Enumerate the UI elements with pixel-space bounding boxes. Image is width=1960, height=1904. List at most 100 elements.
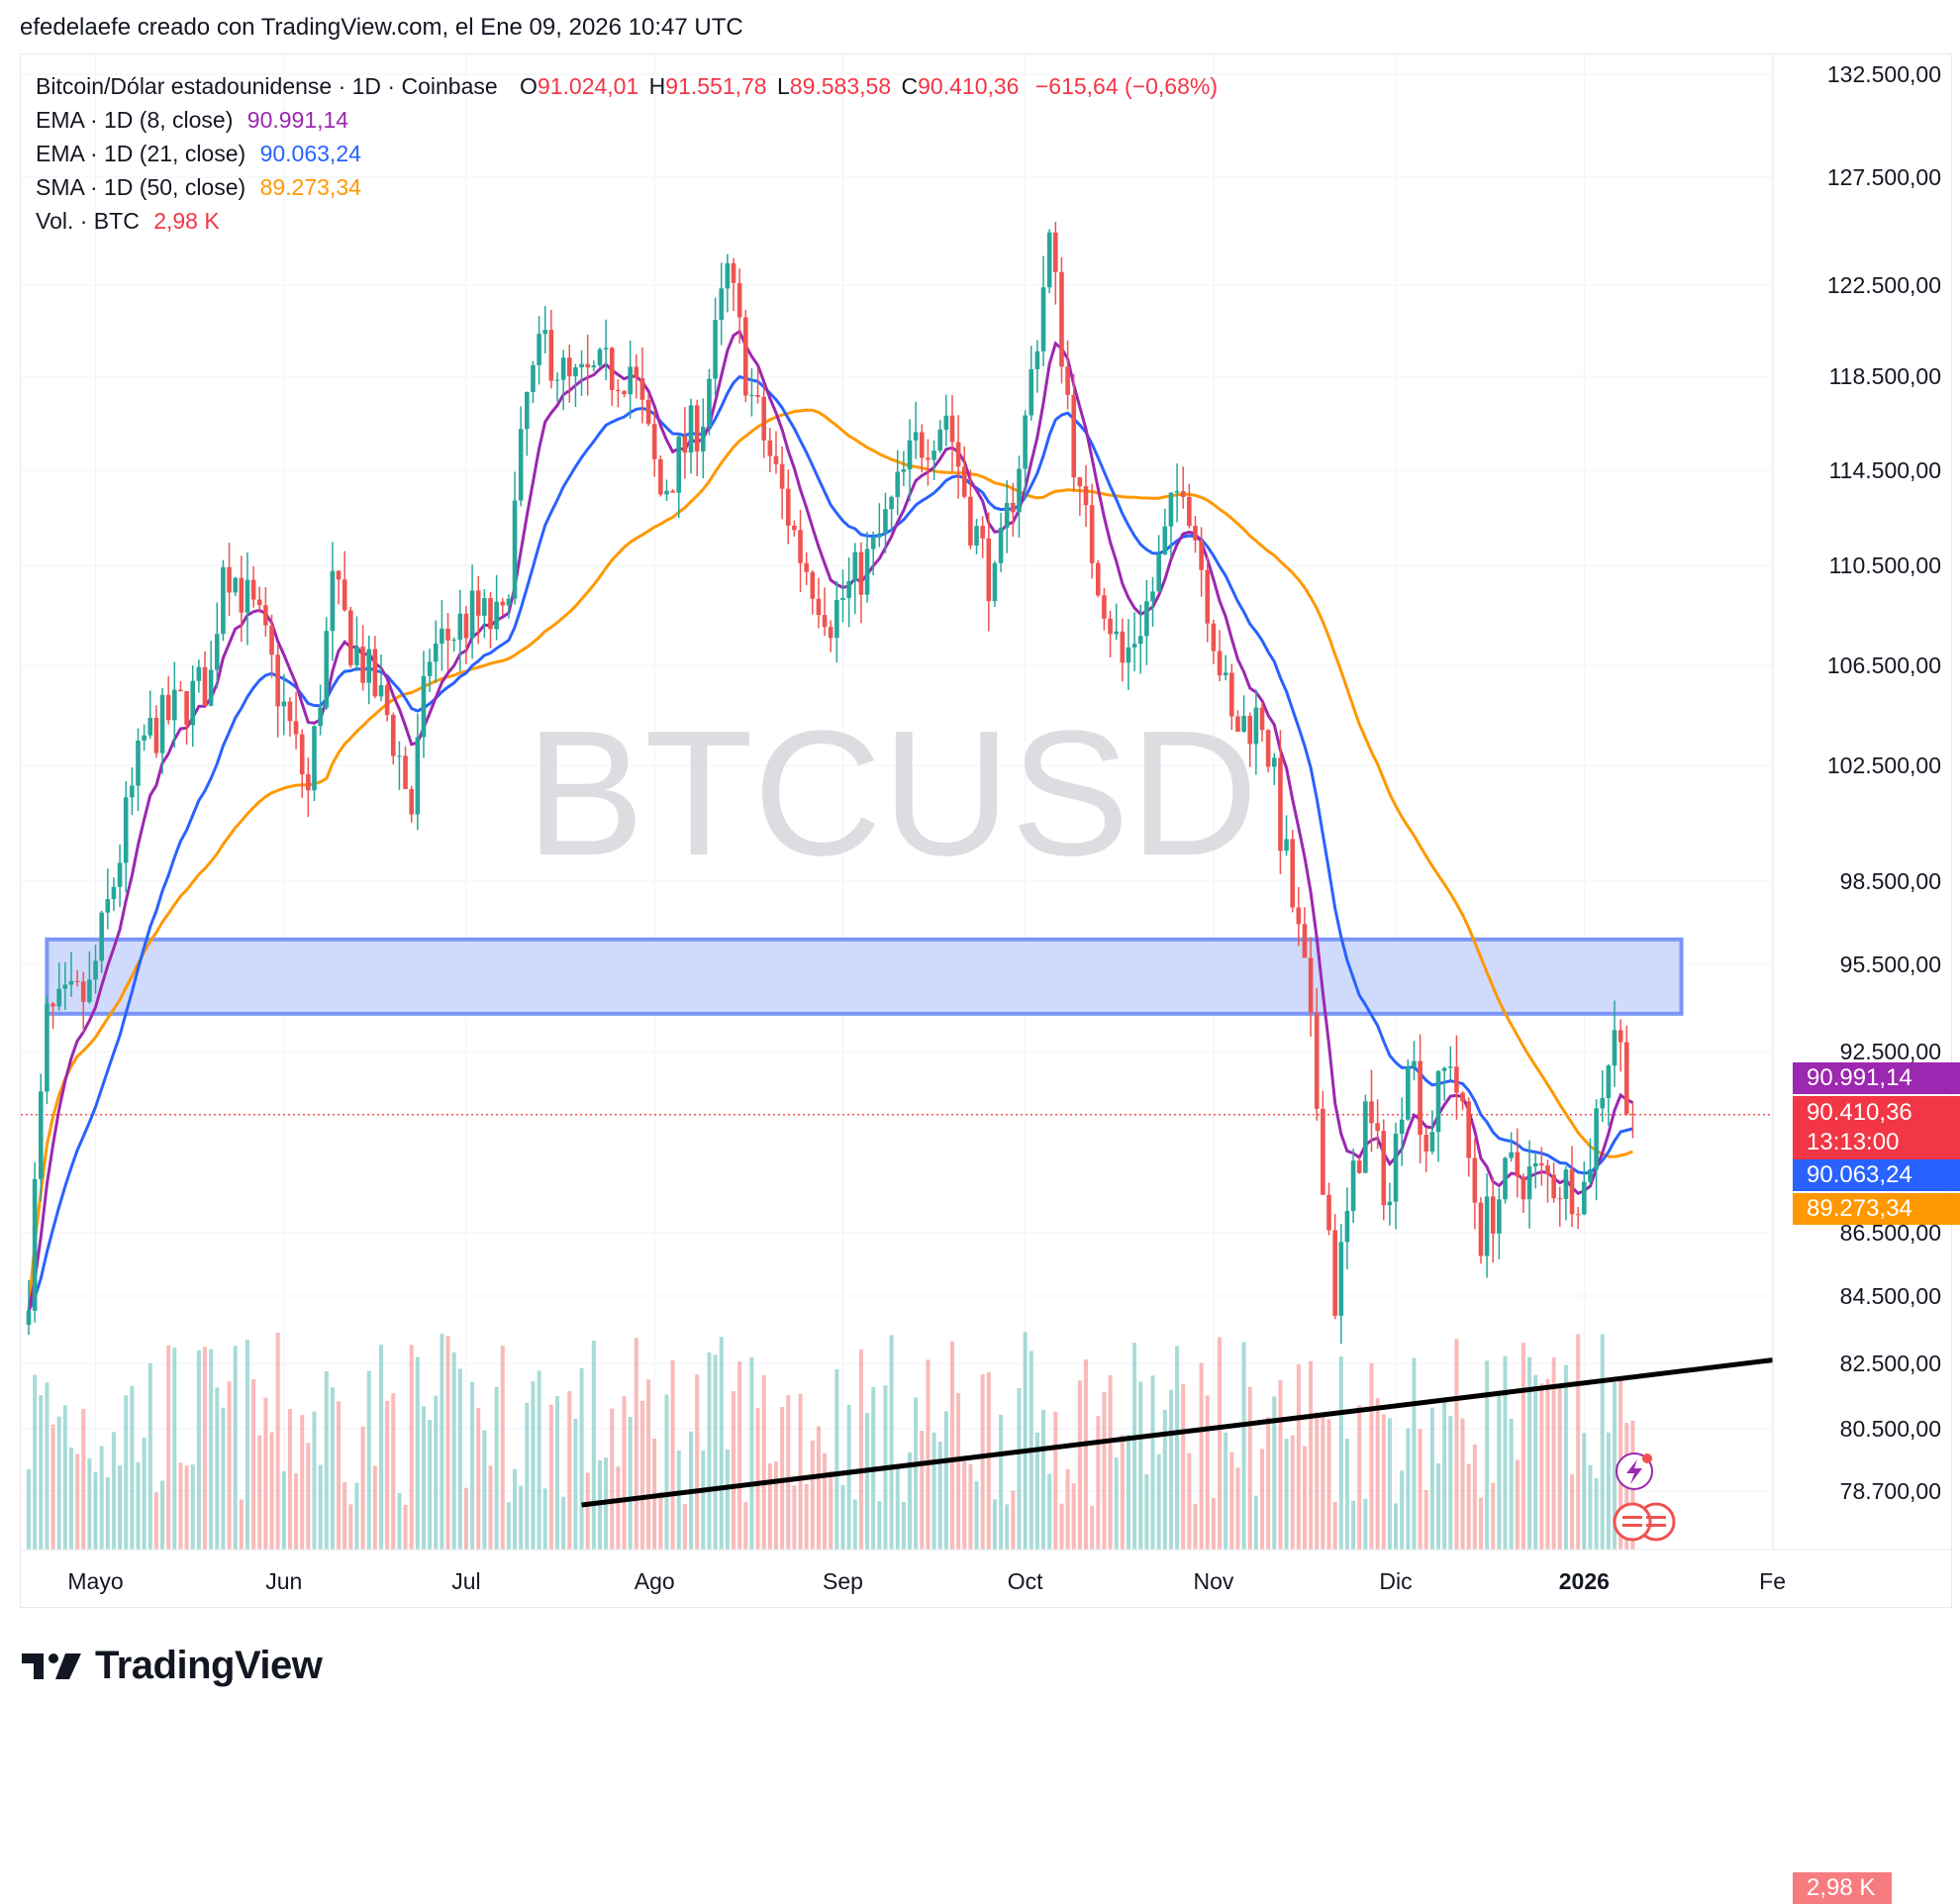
candle[interactable] [913,401,919,459]
candle[interactable] [80,971,86,1034]
candle[interactable] [1296,886,1302,947]
candle[interactable] [1551,1162,1556,1203]
candle[interactable] [591,360,597,372]
candle[interactable] [870,531,876,575]
candle[interactable] [1563,1166,1569,1221]
candle[interactable] [93,945,98,994]
candle[interactable] [1532,1152,1538,1189]
candle[interactable] [354,616,359,672]
candle[interactable] [172,661,177,749]
candle[interactable] [1308,937,1314,1037]
candle[interactable] [688,398,694,474]
candle[interactable] [451,637,456,652]
candle[interactable] [32,1161,38,1323]
candle[interactable] [1321,1090,1325,1195]
candle[interactable] [1569,1146,1575,1228]
candle[interactable] [208,640,214,707]
candle[interactable] [1089,483,1095,579]
candle[interactable] [961,446,967,499]
tradingview-logo[interactable]: TradingView [22,1644,323,1688]
candle[interactable] [736,268,742,344]
candle[interactable] [1083,464,1089,528]
candle[interactable] [159,687,165,774]
candle[interactable] [1217,630,1223,682]
chart-icons[interactable] [1613,1453,1676,1542]
candle[interactable] [1150,576,1155,627]
candle[interactable] [117,844,123,908]
candle[interactable] [645,394,651,427]
candle[interactable] [378,653,384,702]
candle[interactable] [250,565,256,608]
candle[interactable] [731,257,736,312]
candle[interactable] [440,600,444,671]
candle[interactable] [1180,466,1186,509]
candle[interactable] [239,555,245,643]
legend-ema21-row[interactable]: EMA · 1D (21, close) 90.063,24 [36,137,1218,170]
candle[interactable] [1612,1000,1617,1087]
candle[interactable] [949,395,955,472]
candle[interactable] [907,419,913,502]
candle[interactable] [822,587,828,637]
candle[interactable] [1114,603,1120,641]
candle[interactable] [275,645,280,738]
candle[interactable] [1211,619,1217,664]
candle[interactable] [670,489,675,493]
candle[interactable] [62,961,68,1011]
candle[interactable] [585,334,590,396]
candle[interactable] [1156,535,1161,592]
candle[interactable] [111,877,117,912]
candle[interactable] [415,713,421,831]
candle[interactable] [463,605,469,664]
candle[interactable] [1071,373,1077,492]
candle[interactable] [1102,588,1107,631]
candle[interactable] [318,684,323,736]
candle[interactable] [560,350,566,411]
candle[interactable] [525,391,530,456]
candle[interactable] [1040,255,1046,366]
candle[interactable] [482,589,487,639]
candle[interactable] [147,690,153,740]
candle[interactable] [1023,410,1028,500]
candle[interactable] [548,309,554,389]
candle[interactable] [542,305,548,354]
candle[interactable] [1545,1159,1550,1203]
candle[interactable] [1144,579,1149,665]
candle[interactable] [694,399,700,477]
candle[interactable] [403,746,408,790]
candle[interactable] [409,785,414,823]
candle[interactable] [1435,1070,1441,1162]
candle[interactable] [1387,1182,1393,1226]
supply-zone-rectangle[interactable] [45,937,1684,1016]
candle[interactable] [1284,815,1289,856]
candle[interactable] [579,350,584,396]
candle[interactable] [974,519,979,554]
candle[interactable] [342,551,347,612]
candle[interactable] [1046,229,1052,294]
candle[interactable] [348,606,353,668]
candle[interactable] [1515,1128,1520,1198]
candle[interactable] [1520,1173,1526,1213]
candle[interactable] [707,368,712,436]
chart-frame[interactable]: BTCUSD 132.500,00 127.500,00 122.500,00 118… [20,53,1960,1904]
candle[interactable] [955,415,961,499]
candle[interactable] [537,316,541,385]
candle[interactable] [445,613,450,672]
candle[interactable] [1460,1090,1465,1111]
legend-ema8-row[interactable]: EMA · 1D (8, close) 90.991,14 [36,103,1218,137]
candle[interactable] [233,576,238,597]
candle[interactable] [628,340,633,419]
candle[interactable] [828,620,833,652]
candle[interactable] [919,424,925,473]
candle[interactable] [1623,1025,1629,1116]
candle[interactable] [74,969,80,987]
price-chart[interactable]: BTCUSD 132.500,00 127.500,00 122.500,00 118… [21,54,1953,1609]
candle[interactable] [1168,492,1174,557]
candle[interactable] [293,691,299,750]
candle[interactable] [1065,340,1070,410]
candle[interactable] [1290,830,1296,913]
candle[interactable] [1137,604,1143,674]
candle[interactable] [597,347,603,368]
candle[interactable] [901,451,907,487]
candle[interactable] [1393,1122,1399,1230]
candle[interactable] [1478,1197,1484,1264]
